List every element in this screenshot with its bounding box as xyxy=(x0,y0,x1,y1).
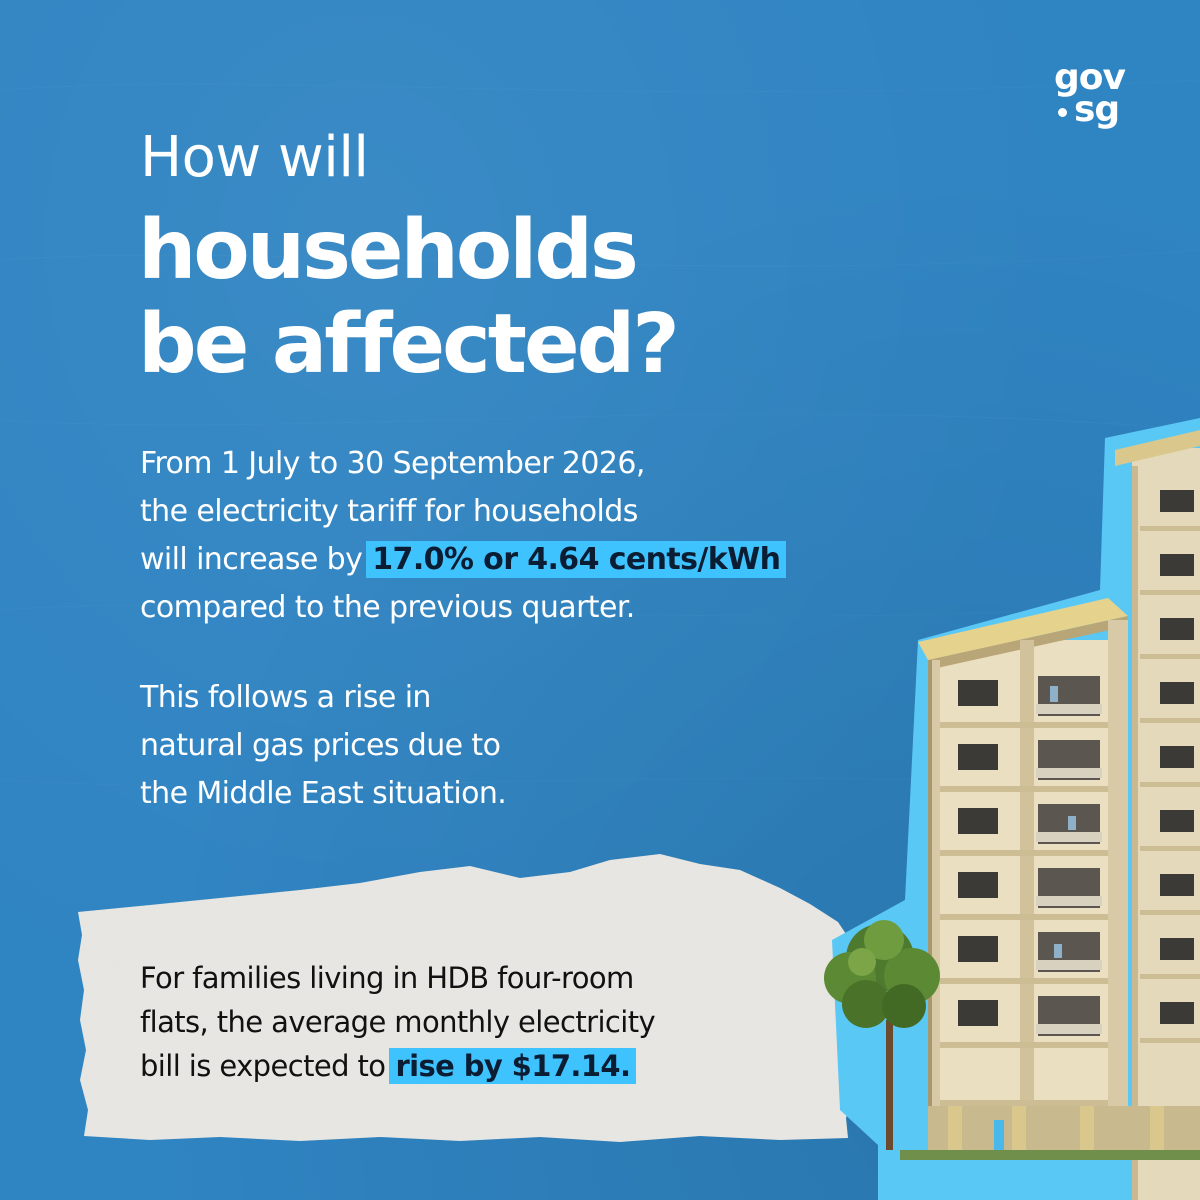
tariff-paragraph: From 1 July to 30 September 2026, the el… xyxy=(140,440,787,632)
logo-text-gov: gov xyxy=(1054,57,1126,98)
tariff-line-3-text: will increase by xyxy=(140,542,363,577)
logo-dot xyxy=(1058,108,1067,117)
note-line-1: For families living in HDB four-room xyxy=(140,961,634,995)
bill-note: For families living in HDB four-room fla… xyxy=(140,956,656,1088)
logo-text-sg: sg xyxy=(1074,89,1120,130)
tariff-line-3: will increase by 17.0% or 4.64 cents/kWh xyxy=(140,536,787,584)
cause-line-1: This follows a rise in xyxy=(140,680,431,715)
bill-rise-highlight: rise by $17.14. xyxy=(389,1048,637,1084)
heading-line-1: How will xyxy=(140,125,369,190)
tariff-line-1: From 1 July to 30 September 2026, xyxy=(140,446,645,481)
tariff-line-4: compared to the previous quarter. xyxy=(140,590,635,625)
heading-line-3: be affected? xyxy=(138,297,680,392)
cause-paragraph: This follows a rise in natural gas price… xyxy=(140,674,507,818)
cause-line-2: natural gas prices due to xyxy=(140,728,501,763)
note-line-2: flats, the average monthly electricity xyxy=(140,1005,656,1039)
note-line-3-text: bill is expected to xyxy=(140,1049,386,1083)
tariff-increase-highlight: 17.0% or 4.64 cents/kWh xyxy=(366,541,787,578)
gov-sg-logo: gov sg xyxy=(1054,57,1134,132)
tariff-line-2: the electricity tariff for households xyxy=(140,494,638,529)
heading-line-2: households xyxy=(138,203,639,298)
cause-line-3: the Middle East situation. xyxy=(140,776,507,811)
note-line-3: bill is expected to rise by $17.14. xyxy=(140,1044,655,1088)
tree-icon xyxy=(824,920,940,1150)
